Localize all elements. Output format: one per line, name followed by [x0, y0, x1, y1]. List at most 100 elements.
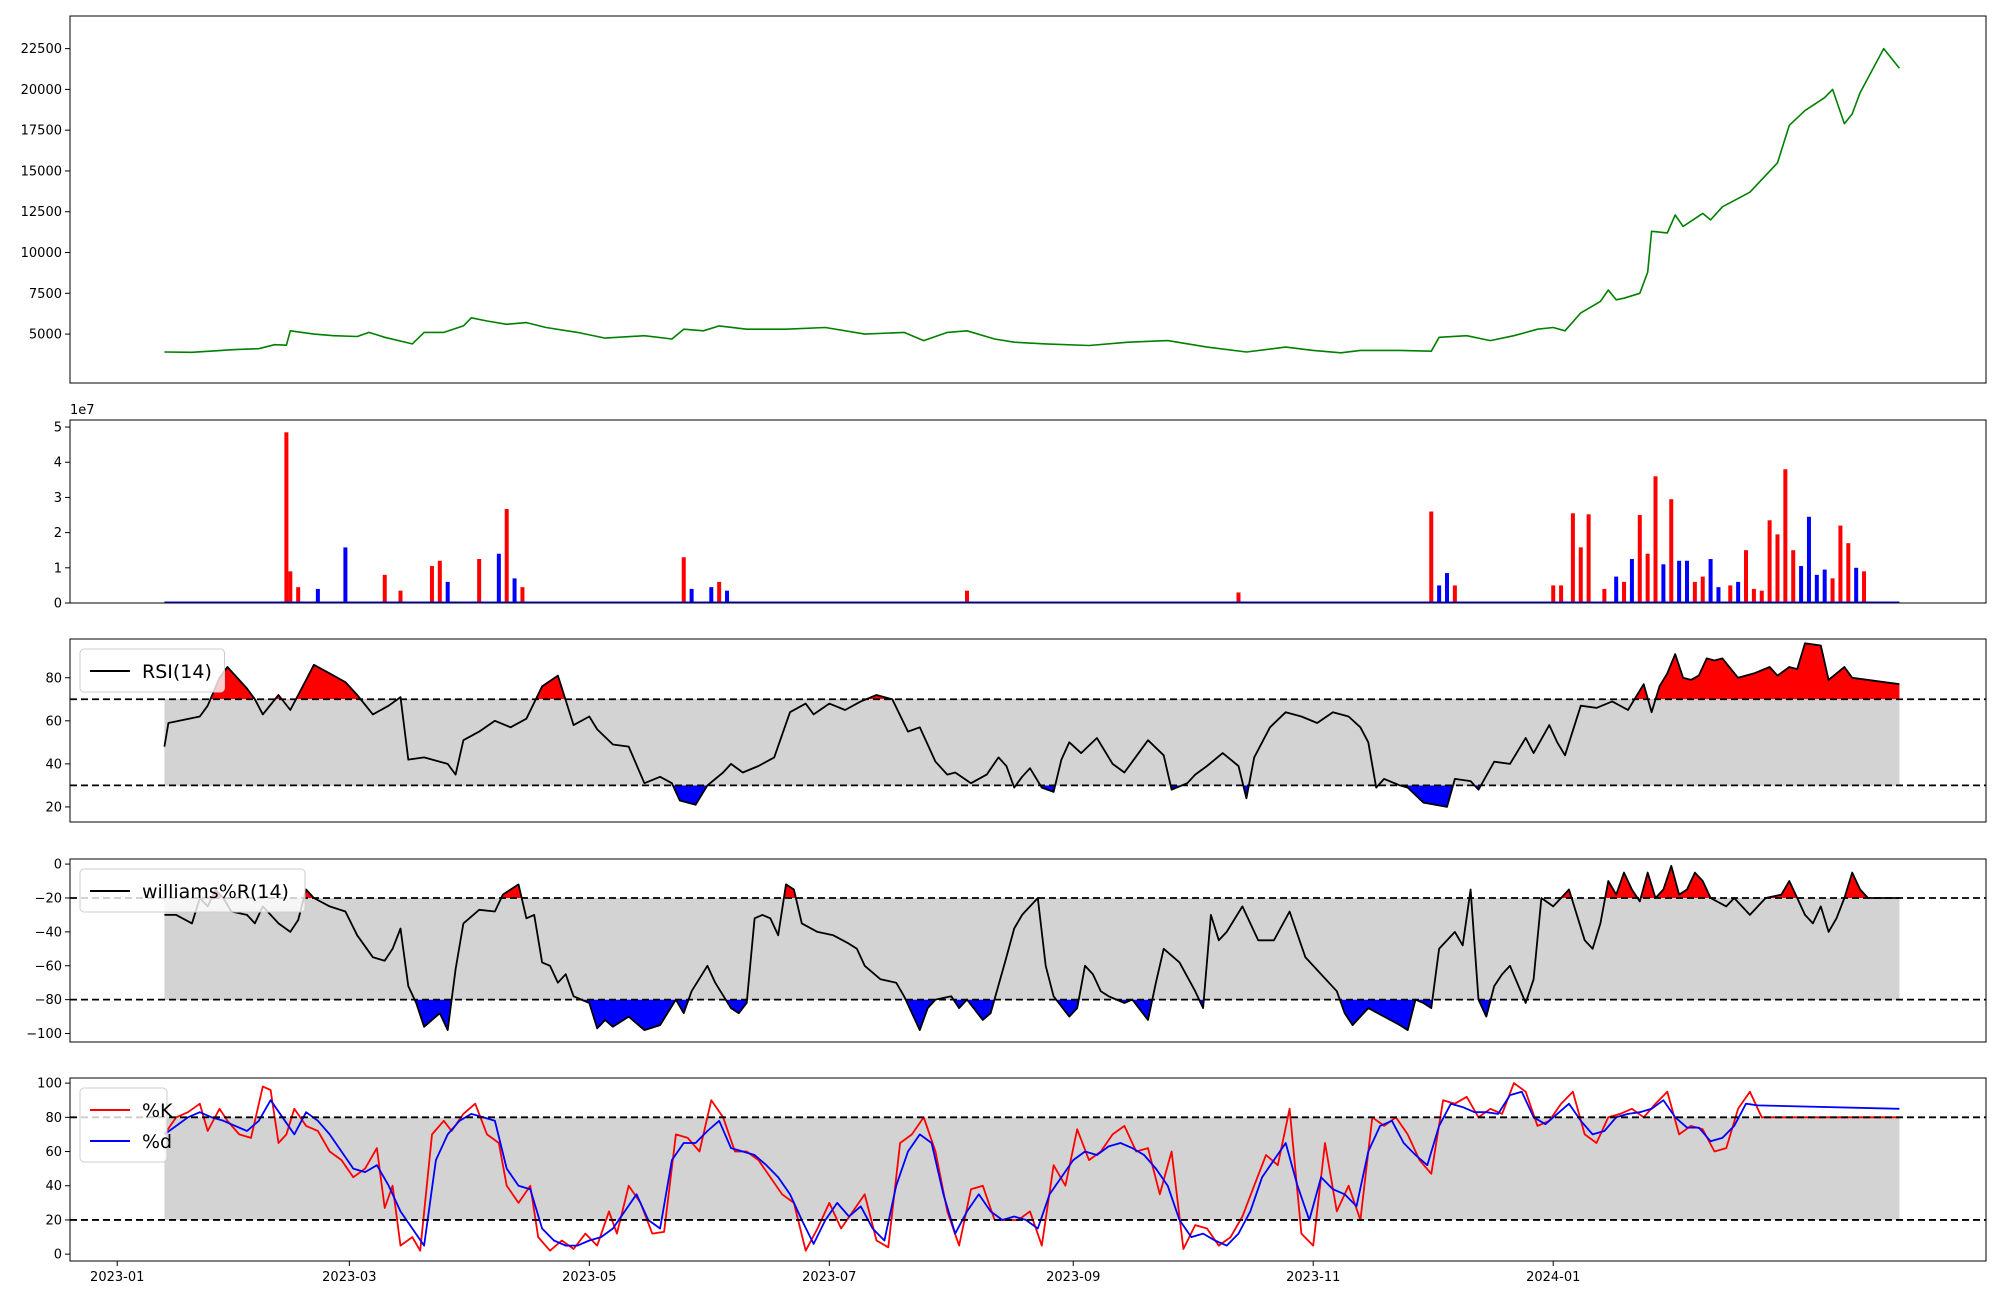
volume-bar: [1602, 588, 1607, 603]
volume-ytick-label: 0: [54, 597, 62, 612]
price-ytick-label: 5000: [29, 328, 62, 343]
volume-bar: [1854, 567, 1859, 603]
xtick-label: 2023-11: [1286, 1270, 1340, 1285]
volume-ytick-label: 3: [54, 491, 62, 506]
stochastic-panel: 0 20 40 60 80 100 2023-01 2023-03 2023-05 2023-07…: [37, 1077, 1987, 1285]
volume-bar: [1236, 592, 1241, 603]
volume-bar: [1653, 476, 1658, 603]
stochastic-ytick-label: 80: [45, 1111, 62, 1126]
price-ytick-label: 7500: [29, 287, 62, 302]
stochastic-legend-label: %K: [142, 1100, 173, 1122]
volume-bar: [477, 559, 482, 603]
volume-bar: [288, 571, 293, 603]
volume-bar: [284, 432, 289, 603]
volume-bar: [1551, 585, 1556, 603]
stochastic-legend: [79, 1087, 168, 1163]
rsi-ytick-label: 80: [45, 671, 62, 686]
volume-bar: [1614, 576, 1619, 603]
volume-bar: [398, 590, 403, 603]
volume-bar: [1452, 585, 1457, 603]
volume-bar: [1814, 574, 1819, 603]
volume-bar: [1708, 559, 1713, 603]
price-ytick-label: 12500: [21, 205, 62, 220]
volume-bar: [1862, 571, 1867, 603]
volume-ytick-label: 4: [54, 456, 62, 471]
rsi-ytick-label: 60: [45, 714, 62, 729]
stochastic-ytick-label: 40: [45, 1179, 62, 1194]
williams-series-line-0: [164, 864, 1900, 1031]
price-ytick-label: 15000: [21, 164, 62, 179]
williams-ytick-label: −100: [26, 1027, 62, 1042]
volume-bar: [1700, 576, 1705, 603]
volume-bar: [382, 574, 387, 603]
volume-bar: [1677, 560, 1682, 603]
volume-bar: [315, 588, 320, 603]
volume-bar: [1578, 547, 1583, 603]
volume-bar: [1429, 511, 1434, 603]
volume-bar: [496, 553, 501, 603]
volume-bar: [1791, 550, 1796, 603]
volume-bar: [709, 587, 714, 603]
williams-ytick-label: −40: [35, 925, 62, 940]
volume-panel: 0 1 2 3 4 5 1e7: [54, 403, 1987, 612]
volume-bar: [689, 588, 694, 603]
volume-bar: [343, 547, 348, 603]
xtick-label: 2023-03: [322, 1270, 376, 1285]
stochastic-ytick-label: 60: [45, 1145, 62, 1160]
price-ytick-label: 22500: [21, 42, 62, 57]
rsi-ytick-label: 40: [45, 757, 62, 772]
volume-bar: [1586, 514, 1591, 603]
rsi-legend: [79, 648, 225, 693]
volume-bar: [504, 509, 509, 603]
volume-bar: [1775, 534, 1780, 603]
volume-bar: [1669, 499, 1674, 603]
volume-bar: [1728, 585, 1733, 603]
williams-panel: −100 −80 −60 −40 −20 0 williams%R(14): [26, 858, 1987, 1043]
williams-ytick-label: −80: [35, 993, 62, 1008]
volume-bar: [681, 557, 686, 603]
stochastic-ytick-label: 20: [45, 1213, 62, 1228]
volume-bar: [1846, 543, 1851, 603]
volume-bar: [1684, 560, 1689, 603]
volume-bar: [1759, 590, 1764, 603]
volume-bar: [1661, 564, 1666, 603]
volume-bar: [717, 581, 722, 603]
stochastic-series-line-0: [163, 1082, 1900, 1252]
stochastic-axes-frame: [69, 1077, 1987, 1262]
volume-bar: [296, 587, 301, 603]
volume-bar: [1716, 587, 1721, 603]
williams-ytick-label: −60: [35, 959, 62, 974]
volume-ytick-label: 1: [54, 561, 62, 576]
xtick-label: 2023-09: [1046, 1270, 1100, 1285]
stochastic-ytick-label: 0: [54, 1248, 62, 1263]
rsi-legend-label: RSI(14): [142, 661, 212, 683]
xtick-label: 2024-01: [1526, 1270, 1580, 1285]
volume-bar: [1645, 553, 1650, 603]
williams-ytick-label: −20: [35, 891, 62, 906]
price-series-line-0: [164, 47, 1901, 354]
price-ytick-label: 17500: [21, 124, 62, 139]
volume-bar: [512, 578, 517, 603]
volume-bar: [1783, 469, 1788, 603]
volume-bar: [1629, 559, 1634, 603]
price-ytick-label: 20000: [21, 83, 62, 98]
volume-bar: [1767, 520, 1772, 603]
volume-bar: [1736, 581, 1741, 603]
volume-offset-label: 1e7: [70, 403, 95, 418]
volume-bar: [1622, 581, 1627, 603]
volume-bar: [1806, 516, 1811, 603]
williams-legend: [79, 868, 306, 913]
rsi-axes-frame: [69, 638, 1987, 823]
williams-neutral-band: [164, 897, 1900, 1000]
stochastic-series-line-1: [163, 1090, 1900, 1247]
rsi-ytick-label: 20: [45, 800, 62, 815]
xtick-label: 2023-05: [562, 1270, 616, 1285]
volume-axes-frame: [69, 419, 1987, 604]
volume-bar: [437, 560, 442, 603]
volume-bar: [1445, 573, 1450, 603]
rsi-panel: 20 40 60 80 RSI(14): [45, 638, 1987, 823]
volume-bar: [1692, 581, 1697, 603]
rsi-series-line-0: [163, 642, 1900, 808]
